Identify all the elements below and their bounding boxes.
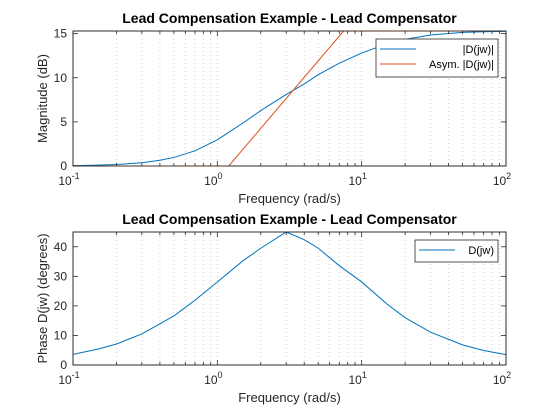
x-tick-label: 102 [493,370,511,387]
x-tick-label: 101 [348,171,366,188]
y-tick-label: 10 [54,71,68,85]
y-axis-label: Phase D(jw) (degrees) [35,233,50,363]
y-tick-label: 15 [54,27,68,41]
x-tick-label: 10-1 [58,171,79,188]
series-line-1 [72,231,507,356]
y-tick-label: 0 [60,159,67,173]
legend: |D(jw)| Asym. |D(jw)| [375,38,499,78]
axes-border [72,231,507,366]
y-tick-label: 5 [60,115,67,129]
y-tick-label: 10 [54,328,68,342]
x-tick-label: 102 [493,171,511,188]
y-tick-label: 30 [54,269,68,283]
series-line-1 [72,30,507,167]
y-tick-label: 0 [60,358,67,372]
x-tick-label: 10-1 [58,370,79,387]
grid [116,31,500,166]
y-tick-label: 20 [54,299,68,313]
axes-title: Lead Compensation Example - Lead Compens… [122,10,457,26]
legend-box [414,239,499,263]
x-tick-label: 100 [204,370,222,387]
legend-label: |D(jw)| [463,44,494,56]
axes-1: 10-1 100 101 102 0 5 10 15 Lead Compensation Exa… [35,10,511,206]
legend: D(jw) [414,239,499,263]
axes-border [72,30,507,167]
legend-box [375,38,499,78]
y-axis-label: Magnitude (dB) [35,54,50,143]
x-tick-label: 101 [348,370,366,387]
x-axis-label: Frequency (rad/s) [238,191,341,206]
x-axis-label: Frequency (rad/s) [238,390,341,405]
x-tick-label: 100 [204,171,222,188]
axes-title: Lead Compensation Example - Lead Compens… [122,211,457,227]
legend-label: Asym. |D(jw)| [429,59,494,71]
y-tick-label: 40 [54,240,68,254]
legend-label: D(jw) [468,245,494,257]
